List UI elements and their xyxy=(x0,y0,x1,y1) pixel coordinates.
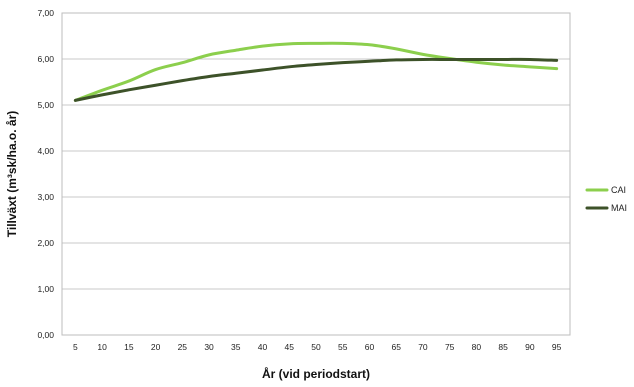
x-tick-label: 25 xyxy=(178,342,188,352)
series-lines xyxy=(73,41,559,102)
y-tick-label: 3,00 xyxy=(37,192,54,202)
x-tick-label: 45 xyxy=(285,342,295,352)
y-tick-label: 6,00 xyxy=(37,54,54,64)
x-axis-title: År (vid periodstart) xyxy=(262,366,370,381)
plot-area xyxy=(61,12,571,336)
x-tick-label: 65 xyxy=(391,342,401,352)
series-line-cai xyxy=(73,41,559,102)
y-axis-title: Tillväxt (m³sk/ha.o. år) xyxy=(5,111,19,238)
x-tick-label: 30 xyxy=(204,342,214,352)
x-tick-label: 70 xyxy=(418,342,428,352)
x-tick-label: 80 xyxy=(472,342,482,352)
x-axis-tick-labels: 5 10 15 20 25 30 35 40 45 50 55 60 65 70 75 80 85 90 95 xyxy=(73,342,562,352)
x-tick-label: 10 xyxy=(97,342,107,352)
x-tick-label: 60 xyxy=(365,342,375,352)
x-tick-label: 85 xyxy=(498,342,508,352)
y-axis-tick-labels: 0,00 1,00 2,00 3,00 4,00 5,00 6,00 7,00 xyxy=(37,8,54,340)
y-tick-label: 7,00 xyxy=(37,8,54,18)
grid-lines xyxy=(62,12,570,336)
x-tick-label: 40 xyxy=(258,342,268,352)
x-tick-label: 90 xyxy=(525,342,535,352)
y-tick-label: 5,00 xyxy=(37,100,54,110)
x-tick-label: 5 xyxy=(73,342,78,352)
x-tick-label: 95 xyxy=(552,342,562,352)
x-tick-label: 35 xyxy=(231,342,241,352)
legend-label-mai: MAI xyxy=(611,203,627,213)
legend-label-cai: CAI xyxy=(611,185,626,195)
series-line-mai xyxy=(73,57,559,102)
x-tick-label: 50 xyxy=(311,342,321,352)
x-tick-label: 15 xyxy=(124,342,134,352)
y-tick-label: 0,00 xyxy=(37,330,54,340)
x-tick-label: 55 xyxy=(338,342,348,352)
y-tick-label: 4,00 xyxy=(37,146,54,156)
x-tick-label: 20 xyxy=(151,342,161,352)
legend: CAI MAI xyxy=(585,185,627,213)
y-tick-label: 2,00 xyxy=(37,238,54,248)
x-tick-label: 75 xyxy=(445,342,455,352)
y-tick-label: 1,00 xyxy=(37,284,54,294)
